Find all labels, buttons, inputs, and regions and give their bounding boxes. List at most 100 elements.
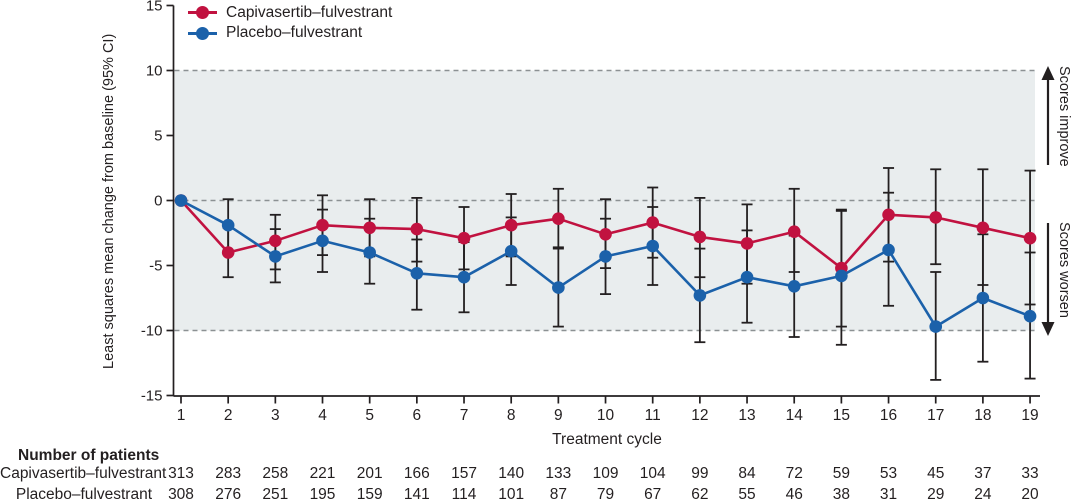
x-tick-label: 6 [413,407,422,424]
patient-count: 46 [785,486,803,503]
patient-count: 99 [691,465,709,482]
y-tick-label: 5 [154,128,162,145]
data-point [410,267,424,280]
x-tick-label: 14 [786,407,804,424]
x-tick-label: 15 [833,407,850,424]
x-tick-label: 3 [271,407,280,424]
patients-row-placebo: Placebo–fulvestrant 308 276 251 195 159 141 11… [0,487,1080,503]
y-tick-label: -15 [141,388,163,405]
data-point [599,250,612,263]
x-tick-label: 12 [691,407,708,424]
patients-table-header: Number of patients [18,447,160,464]
legend: Capivasertib–fulvestrant Placebo–fulvest… [188,3,392,43]
data-point [1023,309,1037,323]
patient-count: 109 [592,465,619,482]
patient-count: 251 [262,486,289,503]
patient-count: 308 [168,486,194,503]
data-point [882,208,895,222]
patient-count: 62 [691,486,709,503]
patient-count: 37 [974,465,992,482]
data-point [740,237,754,250]
data-point [976,221,990,235]
patient-count: 221 [309,465,336,482]
x-tick-label: 11 [645,407,661,424]
legend-label-placebo: Placebo–fulvestrant [226,24,363,42]
patient-count: 84 [738,465,756,482]
data-point [976,291,990,305]
x-tick-label: 18 [974,407,991,424]
patient-count: 31 [879,486,898,503]
annotation-scores-worsen: Scores worsen [1040,222,1072,341]
patients-row-label: Capivasertib–fulvestrant [0,465,167,482]
data-point [929,211,943,224]
down-arrow-icon [1041,223,1055,336]
patient-count: 258 [262,465,289,482]
annotation-text-worsen: Scores worsen [1056,222,1072,318]
patient-count: 283 [215,465,242,482]
patient-count: 141 [403,486,430,503]
patient-count: 195 [309,486,336,503]
x-tick-label: 2 [224,407,233,424]
y-tick-label: 10 [146,63,163,80]
data-point [221,246,235,259]
patient-count: 29 [927,486,945,503]
x-tick-label: 16 [880,407,897,424]
patient-count: 201 [356,465,383,482]
patient-count: 114 [451,486,477,503]
y-tick-label: -5 [149,258,162,275]
legend-dot [196,26,209,40]
data-point [504,244,518,258]
patients-row-capivasertib: Capivasertib–fulvestrant 313 283 258 221 201… [0,466,1080,482]
x-tick-label: 10 [597,407,615,424]
patient-count: 140 [498,465,525,482]
x-tick-label: 13 [738,407,755,424]
y-tick-label: -10 [141,323,163,340]
patient-count: 87 [549,486,567,503]
patient-count: 38 [832,486,850,503]
data-point [599,228,612,241]
legend-item: Placebo–fulvestrant [188,24,392,44]
data-point [552,281,565,294]
patient-count: 159 [356,486,383,503]
annotation-scores-improve: Scores improve [1040,66,1072,173]
data-point [174,194,188,207]
data-point [787,225,801,238]
up-arrow-icon [1041,66,1055,165]
patient-count: 313 [168,465,194,482]
data-point [552,212,565,225]
legend-label-capivasertib: Capivasertib–fulvestrant [226,3,393,21]
patient-count: 53 [879,465,898,482]
patient-count: 157 [451,465,477,482]
patient-count: 59 [832,465,850,482]
data-point [457,231,471,245]
patient-count: 45 [927,465,945,482]
x-tick-label: 17 [927,407,944,424]
data-point [787,280,801,293]
data-point [363,221,376,235]
data-point [410,222,424,236]
data-point [646,239,659,253]
patients-row-label: Placebo–fulvestrant [15,486,152,503]
patient-count: 104 [639,465,666,482]
legend-marker-icon [188,26,217,40]
data-point [363,246,376,259]
data-point [740,270,754,284]
patient-count: 72 [785,465,803,482]
data-point [316,234,329,248]
patient-count: 33 [1021,465,1039,482]
data-point [835,269,848,283]
data-point [929,320,943,333]
patient-count: 166 [403,465,430,482]
data-point [646,216,659,229]
data-point [316,218,329,232]
legend-dot [196,6,209,20]
data-point [693,289,707,302]
x-tick-label: 1 [177,407,186,424]
legend-item: Capivasertib–fulvestrant [188,3,392,23]
patient-count: 55 [738,486,756,503]
patient-count: 133 [545,465,572,482]
x-tick-label: 9 [554,407,563,424]
y-axis-label: Least squares mean change from baseline … [101,33,117,369]
